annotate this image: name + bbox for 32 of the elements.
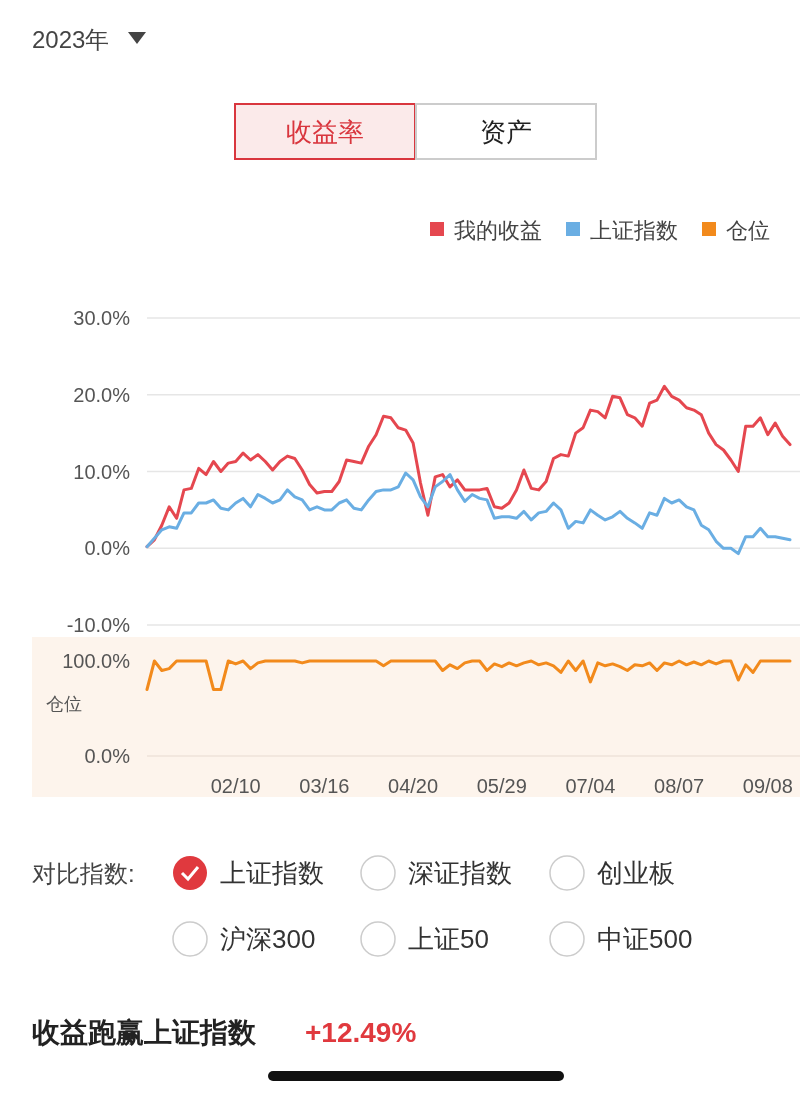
text: 沪深300 <box>220 924 316 954</box>
text: 上证指数 <box>220 858 324 888</box>
text: 中证500 <box>597 924 693 954</box>
line-series <box>145 471 792 556</box>
y-tick-label: 30.0% <box>73 307 131 329</box>
y-tick-label: -10.0% <box>66 614 131 636</box>
text: 资产 <box>480 117 532 147</box>
legend-label: 仓位 <box>726 218 770 243</box>
y-tick-label: 0.0% <box>84 537 131 560</box>
x-tick-label: 08/07 <box>654 775 705 797</box>
x-tick-label: 05/29 <box>476 775 527 797</box>
legend-label: 上证指数 <box>590 218 678 243</box>
x-tick-label: 07/04 <box>565 775 616 797</box>
text: 对比指数: <box>32 860 135 887</box>
text: 收益率 <box>286 117 364 147</box>
text: 2023年 <box>32 26 110 53</box>
x-tick-label: 09/08 <box>742 775 793 797</box>
x-tick-label: 03/16 <box>299 775 350 797</box>
line-series <box>145 659 792 691</box>
text: 深证指数 <box>408 858 512 888</box>
text: +12.49% <box>305 1017 417 1048</box>
y-axis-title: 仓位 <box>46 694 82 714</box>
y-tick-label: 10.0% <box>73 460 131 483</box>
y-tick-label: 20.0% <box>73 383 131 406</box>
text: 收益跑赢上证指数 <box>32 1017 257 1048</box>
y-tick-label: 100.0% <box>62 650 131 672</box>
text: 创业板 <box>597 858 675 888</box>
y-tick-label: 0.0% <box>84 745 131 767</box>
x-tick-label: 04/20 <box>388 775 439 797</box>
legend-label: 我的收益 <box>454 218 542 243</box>
x-tick-label: 02/10 <box>210 775 261 797</box>
text: 上证50 <box>408 924 489 954</box>
